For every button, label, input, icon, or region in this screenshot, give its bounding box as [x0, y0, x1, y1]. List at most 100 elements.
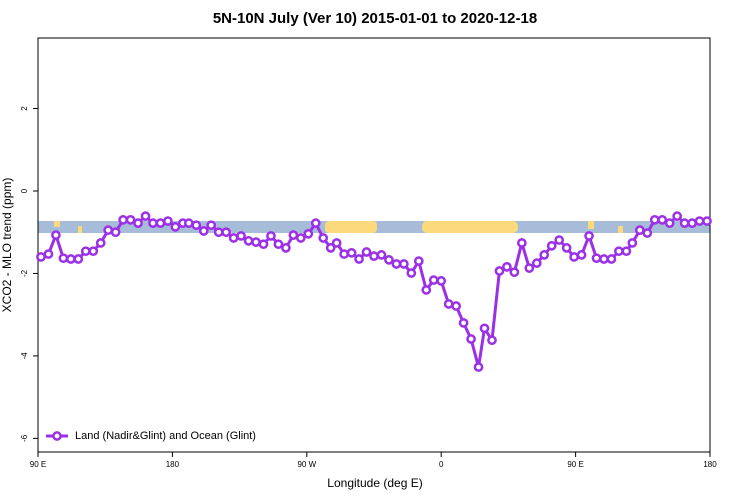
data-point	[428, 275, 439, 285]
data-point	[273, 239, 284, 250]
data-point	[679, 218, 690, 228]
data-point	[584, 231, 594, 241]
data-point	[369, 251, 379, 261]
y-tick-label: 2	[20, 106, 29, 111]
data-point	[576, 250, 587, 260]
data-point	[494, 266, 505, 276]
data-point	[634, 225, 645, 236]
data-point	[561, 243, 572, 253]
data-point	[406, 268, 417, 278]
data-point	[539, 250, 550, 260]
data-point	[66, 254, 76, 264]
data-point	[361, 247, 372, 257]
data-point	[236, 231, 246, 241]
data-point	[509, 267, 520, 278]
data-point	[531, 258, 542, 268]
land-patch	[78, 226, 82, 233]
data-point	[88, 246, 99, 257]
data-point	[325, 243, 336, 253]
x-tick-label: 180	[703, 460, 717, 469]
data-point	[642, 228, 653, 238]
data-point	[310, 218, 321, 228]
data-point	[148, 218, 158, 228]
data-point	[140, 211, 151, 221]
data-point	[687, 218, 697, 228]
x-tick-label: 90 E	[30, 460, 46, 469]
data-point	[399, 259, 409, 269]
data-point	[125, 214, 136, 225]
data-point	[170, 222, 181, 232]
data-point	[243, 236, 254, 246]
data-point	[133, 218, 143, 228]
x-tick-label: 90 W	[297, 460, 316, 469]
plot-frame	[37, 37, 711, 453]
data-point	[58, 253, 69, 264]
data-point	[251, 237, 261, 247]
chart-title: 5N-10N July (Ver 10) 2015-01-01 to 2020-…	[213, 10, 537, 27]
data-point	[339, 249, 349, 259]
data-point	[318, 233, 329, 243]
data-point	[627, 238, 638, 248]
data-point	[421, 285, 432, 295]
data-point	[198, 226, 209, 236]
data-point	[694, 216, 705, 226]
data-point	[466, 334, 476, 344]
data-point	[191, 220, 202, 231]
data-point	[155, 218, 166, 228]
data-point	[346, 247, 357, 258]
data-point	[436, 276, 447, 286]
land-patch	[588, 221, 594, 229]
data-point	[702, 216, 712, 226]
data-point	[73, 254, 84, 264]
data-point	[672, 211, 682, 221]
data-point	[524, 263, 535, 273]
data-point	[502, 262, 512, 272]
data-point	[516, 238, 527, 248]
series-line	[40, 214, 708, 368]
y-tick-label: 0	[20, 188, 29, 193]
land-patch	[618, 226, 623, 233]
data-point	[95, 238, 106, 248]
data-point	[376, 250, 387, 260]
data-point	[591, 253, 602, 264]
data-point	[354, 254, 364, 264]
legend-label: Land (Nadir&Glint) and Ocean (Glint)	[75, 430, 256, 442]
land-patch	[325, 221, 377, 233]
data-point	[110, 227, 121, 238]
data-point	[569, 252, 579, 262]
data-point	[163, 216, 173, 226]
y-tick-label: -4	[20, 352, 29, 360]
data-point	[384, 254, 394, 265]
data-point	[36, 252, 46, 262]
x-tick-label: 0	[439, 460, 444, 469]
x-tick-label: 90 E	[567, 460, 583, 469]
x-axis-label: Longitude (deg E)	[327, 476, 422, 490]
data-point	[118, 214, 128, 225]
data-point	[546, 240, 557, 251]
legend-marker	[52, 431, 62, 441]
data-point	[391, 259, 402, 269]
data-point	[473, 362, 484, 372]
y-tick-label: -6	[20, 434, 29, 442]
data-point	[458, 318, 469, 328]
data-point	[288, 230, 299, 240]
data-point	[649, 214, 660, 225]
data-point	[451, 301, 461, 311]
x-tick-label: 180	[166, 460, 180, 469]
data-point	[621, 246, 632, 257]
data-point	[43, 249, 54, 259]
data-point	[487, 335, 497, 346]
data-point	[554, 235, 565, 245]
data-point	[221, 227, 232, 238]
data-point	[614, 246, 624, 257]
land-patch	[54, 221, 60, 227]
y-tick-label: -2	[20, 269, 29, 277]
data-point	[331, 238, 342, 248]
data-point	[80, 246, 91, 257]
data-point	[183, 218, 194, 228]
y-axis-label: XCO2 - MLO trend (ppm)	[0, 178, 14, 313]
data-point	[213, 227, 224, 238]
data-point	[258, 239, 269, 250]
data-point	[228, 233, 239, 243]
